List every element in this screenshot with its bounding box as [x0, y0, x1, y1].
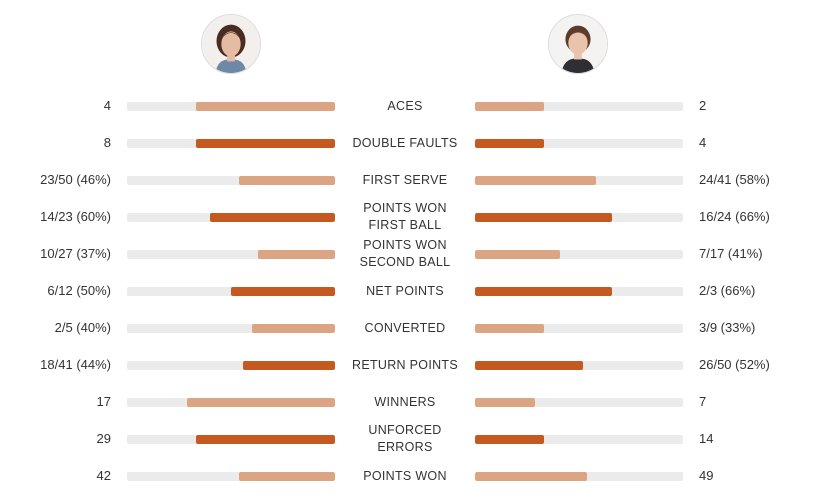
stat-value-right: 4 — [699, 135, 707, 150]
stat-bar-left — [239, 176, 335, 185]
player-photo-right-icon — [549, 15, 607, 73]
stat-bar-left — [196, 139, 335, 148]
stat-row: 6/12 (50%) NET POINTS 2/3 (66%) — [0, 273, 830, 309]
stat-bar-left — [196, 435, 335, 444]
stat-bar-right — [475, 361, 583, 370]
stat-bar-right — [475, 435, 544, 444]
stat-label: POINTS WON FIRST BALL — [363, 201, 447, 232]
stat-value-left: 10/27 (37%) — [40, 246, 111, 261]
stat-value-left: 14/23 (60%) — [40, 209, 111, 224]
stat-value-right: 14 — [699, 431, 714, 446]
stat-label: CONVERTED — [364, 320, 446, 335]
stat-bar-left — [231, 287, 335, 296]
stat-bar-right — [475, 102, 544, 111]
stat-value-left: 42 — [96, 468, 111, 483]
stat-track-left — [127, 398, 335, 407]
stat-value-right: 16/24 (66%) — [699, 209, 770, 224]
stat-value-right: 2/3 (66%) — [699, 283, 756, 298]
stat-value-left: 23/50 (46%) — [40, 172, 111, 187]
stat-row: 17 WINNERS 7 — [0, 384, 830, 420]
stat-track-left — [127, 435, 335, 444]
stat-track-left — [127, 213, 335, 222]
stat-track-left — [127, 139, 335, 148]
stat-row: 8 DOUBLE FAULTS 4 — [0, 125, 830, 161]
stat-row: 10/27 (37%) POINTS WON SECOND BALL 7/17 (4… — [0, 236, 830, 272]
stat-bar-right — [475, 324, 544, 333]
stat-track-left — [127, 102, 335, 111]
stat-value-right: 2 — [699, 98, 707, 113]
stat-track-right — [475, 324, 683, 333]
stat-track-left — [127, 472, 335, 481]
stat-row: 18/41 (44%) RETURN POINTS 26/50 (52%) — [0, 347, 830, 383]
stat-value-right: 7/17 (41%) — [699, 246, 763, 261]
stat-label: DOUBLE FAULTS — [352, 135, 458, 150]
stat-bar-right — [475, 176, 596, 185]
stat-label: RETURN POINTS — [352, 357, 458, 372]
stat-value-left: 18/41 (44%) — [40, 357, 111, 372]
stat-bar-left — [258, 250, 335, 259]
stat-track-left — [127, 287, 335, 296]
stat-value-right: 24/41 (58%) — [699, 172, 770, 187]
stat-track-right — [475, 213, 683, 222]
stat-row: 4 ACES 2 — [0, 88, 830, 124]
player-avatar-left — [201, 14, 261, 74]
stat-value-left: 4 — [103, 98, 111, 113]
stat-bar-right — [475, 287, 612, 296]
stat-bar-left — [239, 472, 335, 481]
stat-bar-right — [475, 139, 544, 148]
stat-value-right: 7 — [699, 394, 707, 409]
stat-bar-left — [252, 324, 335, 333]
stat-track-right — [475, 287, 683, 296]
stat-track-left — [127, 176, 335, 185]
stat-value-left: 8 — [103, 135, 111, 150]
stat-value-left: 29 — [96, 431, 111, 446]
stat-value-right: 49 — [699, 468, 714, 483]
stat-bar-left — [243, 361, 335, 370]
stat-track-right — [475, 176, 683, 185]
stat-bar-left — [196, 102, 335, 111]
stat-track-right — [475, 361, 683, 370]
stat-label: POINTS WON SECOND BALL — [359, 238, 451, 269]
stat-label: NET POINTS — [366, 283, 444, 298]
stat-track-right — [475, 435, 683, 444]
stat-row: 14/23 (60%) POINTS WON FIRST BALL 16/24 (6… — [0, 199, 830, 235]
stat-row: 23/50 (46%) FIRST SERVE 24/41 (58%) — [0, 162, 830, 198]
stat-bar-right — [475, 472, 587, 481]
stat-label: WINNERS — [374, 394, 436, 409]
stat-label: FIRST SERVE — [362, 172, 448, 187]
stat-value-left: 17 — [96, 394, 111, 409]
player-avatar-right — [548, 14, 608, 74]
stat-bar-right — [475, 398, 535, 407]
stat-bar-left — [187, 398, 335, 407]
stat-label: POINTS WON — [363, 468, 447, 483]
stat-bar-left — [210, 213, 335, 222]
stat-value-right: 26/50 (52%) — [699, 357, 770, 372]
stat-label: ACES — [387, 98, 423, 113]
stat-track-right — [475, 472, 683, 481]
stat-track-right — [475, 250, 683, 259]
player-photo-left-icon — [202, 15, 260, 73]
stat-row: 2/5 (40%) CONVERTED 3/9 (33%) — [0, 310, 830, 346]
stat-track-right — [475, 102, 683, 111]
stat-bar-right — [475, 250, 560, 259]
stat-value-right: 3/9 (33%) — [699, 320, 756, 335]
stat-track-right — [475, 398, 683, 407]
stat-track-left — [127, 324, 335, 333]
stat-row: 42 POINTS WON 49 — [0, 458, 830, 494]
stat-track-left — [127, 250, 335, 259]
stat-track-right — [475, 139, 683, 148]
stat-label: UNFORCED ERRORS — [368, 423, 442, 454]
stat-track-left — [127, 361, 335, 370]
stat-bar-right — [475, 213, 612, 222]
stat-row: 29 UNFORCED ERRORS 14 — [0, 421, 830, 457]
stat-value-left: 6/12 (50%) — [47, 283, 111, 298]
stat-value-left: 2/5 (40%) — [54, 320, 111, 335]
